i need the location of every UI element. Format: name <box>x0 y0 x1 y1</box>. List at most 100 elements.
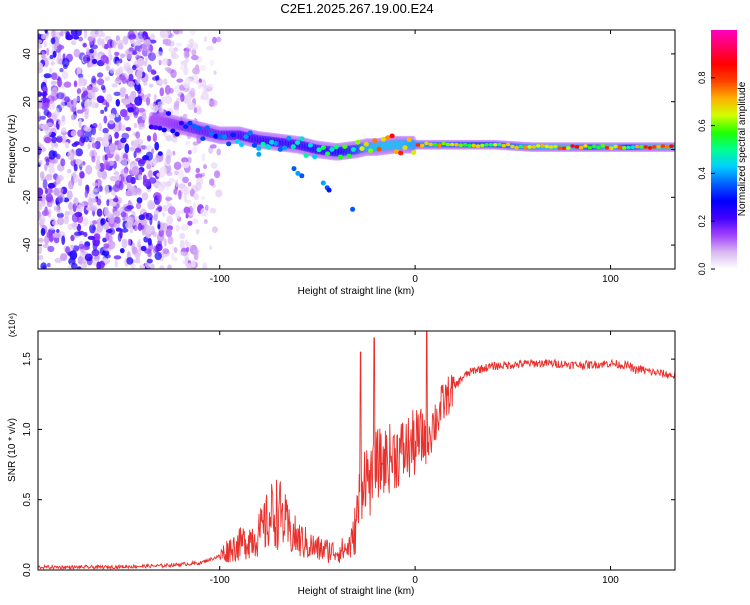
noise-blob <box>73 98 77 108</box>
noise-blob <box>136 86 142 94</box>
noise-blob <box>106 199 110 207</box>
ridge-blob <box>247 130 253 136</box>
ridge-blob <box>626 145 631 150</box>
noise-blob <box>209 207 217 214</box>
noise-blob <box>39 171 45 179</box>
noise-blob <box>98 185 103 192</box>
noise-blob <box>38 33 42 40</box>
noise-blob <box>185 213 189 219</box>
noise-blob <box>109 175 118 182</box>
ridge-blob <box>299 136 305 142</box>
noise-blob <box>138 124 143 130</box>
x-tick-label: 0 <box>412 575 418 586</box>
noise-blob <box>48 225 56 231</box>
snr-panel: -100 0 100 0.0 0.5 1.0 1.5 (x10⁴) Height of st… <box>7 313 676 597</box>
noise-blob <box>59 67 64 73</box>
ridge-blob <box>359 146 365 152</box>
noise-blob <box>104 154 108 161</box>
noise-blob <box>109 67 115 74</box>
noise-blob <box>191 42 199 51</box>
noise-blob <box>138 159 147 165</box>
noise-blob <box>78 243 85 250</box>
noise-blob <box>72 173 79 184</box>
ridge-blob <box>531 145 537 149</box>
noise-blob <box>207 96 211 106</box>
noise-blob <box>200 196 206 201</box>
noise-blob <box>209 144 217 149</box>
noise-blob <box>203 164 207 170</box>
noise-blob <box>72 245 80 252</box>
ridge-blob <box>333 144 339 150</box>
noise-blob <box>53 206 58 211</box>
noise-blob <box>82 86 86 93</box>
spectrogram-xlabel: Height of straight line (km) <box>298 286 415 297</box>
ridge-blob <box>320 145 326 150</box>
noise-blob <box>175 42 182 47</box>
noise-blob <box>49 236 54 243</box>
noise-blob <box>51 72 58 81</box>
ridge-blob <box>303 153 309 158</box>
noise-blob <box>187 156 192 164</box>
noise-blob <box>215 36 222 43</box>
noise-blob <box>67 150 73 160</box>
ridge-blob <box>290 144 296 150</box>
noise-blob <box>148 177 157 184</box>
noise-blob <box>141 227 146 236</box>
noise-blob <box>75 30 82 37</box>
noise-blob <box>68 209 74 215</box>
noise-blob <box>123 62 131 72</box>
ridge-blob <box>393 149 399 155</box>
noise-blob <box>69 250 78 260</box>
noise-blob <box>192 146 198 154</box>
noise-blob <box>42 179 48 190</box>
ridge-blob <box>320 180 326 186</box>
noise-blob <box>38 244 43 255</box>
noise-blob <box>101 137 110 148</box>
noise-blob <box>44 187 49 195</box>
noise-blob <box>92 182 99 187</box>
y-tick-label: 0.0 <box>22 563 33 577</box>
noise-blob <box>107 135 111 140</box>
noise-blob <box>156 194 161 200</box>
noise-blob <box>135 202 142 210</box>
noise-blob <box>86 85 92 90</box>
noise-blob <box>77 73 84 79</box>
noise-blob <box>73 149 77 156</box>
noise-blob <box>43 109 50 116</box>
colorbar-label: Normalized spectral amplitude <box>737 81 748 216</box>
noise-blob <box>42 102 50 110</box>
ridge-blob <box>553 144 558 149</box>
noise-blob <box>61 235 66 245</box>
ridge-blob <box>437 143 442 147</box>
noise-blob <box>150 157 156 167</box>
noise-blob <box>209 245 213 251</box>
noise-blob <box>100 84 106 91</box>
noise-blob <box>173 109 180 117</box>
noise-blob <box>137 188 142 196</box>
noise-blob <box>150 102 156 111</box>
noise-blob <box>78 77 85 83</box>
noise-blob <box>183 206 191 214</box>
noise-blob <box>192 249 200 254</box>
noise-blob <box>146 135 152 142</box>
noise-blob <box>188 78 194 83</box>
noise-blob <box>148 169 153 179</box>
ridge-blob <box>579 145 584 150</box>
noise-blob <box>96 95 105 104</box>
noise-blob <box>133 258 141 264</box>
noise-blob <box>70 114 77 121</box>
noise-blob <box>51 30 56 39</box>
noise-blob <box>185 51 190 58</box>
ridge-blob <box>424 141 429 146</box>
noise-blob <box>147 250 152 258</box>
noise-blob <box>40 92 48 97</box>
noise-blob <box>120 137 127 143</box>
noise-blob <box>139 30 144 35</box>
noise-blob <box>182 176 189 183</box>
noise-blob <box>100 218 104 226</box>
noise-blob <box>113 210 121 217</box>
noise-blob <box>116 39 124 45</box>
spectrogram-ridge <box>148 111 675 212</box>
noise-blob <box>134 96 143 106</box>
